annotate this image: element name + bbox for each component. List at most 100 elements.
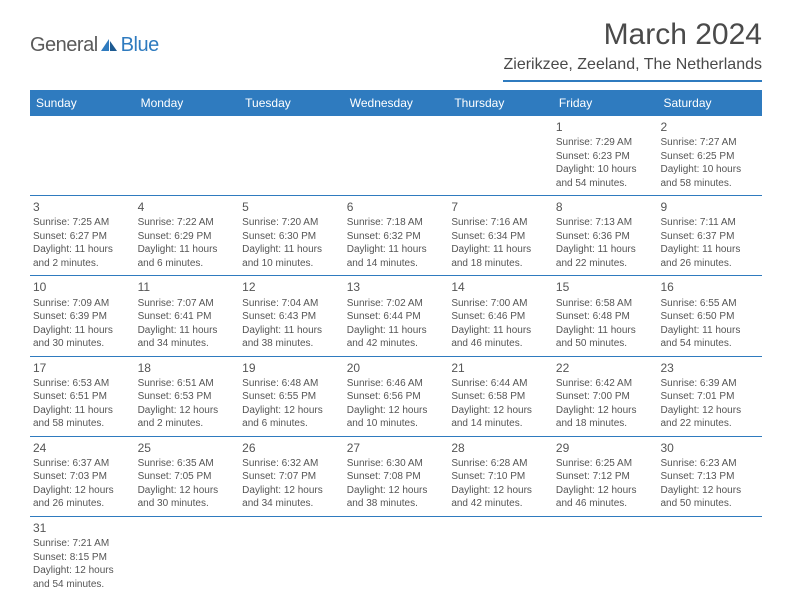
day-number: 29	[556, 440, 655, 456]
empty-cell	[30, 116, 135, 195]
day-detail: and 54 minutes.	[33, 578, 132, 592]
day-detail: Sunrise: 6:53 AM	[33, 377, 132, 391]
day-detail: and 50 minutes.	[660, 497, 759, 511]
day-detail: Sunrise: 6:30 AM	[347, 457, 446, 471]
day-detail: Daylight: 11 hours	[347, 243, 446, 257]
day-cell: 11Sunrise: 7:07 AMSunset: 6:41 PMDayligh…	[135, 276, 240, 355]
empty-cell	[448, 116, 553, 195]
day-detail: Daylight: 11 hours	[451, 324, 550, 338]
day-cell: 31Sunrise: 7:21 AMSunset: 8:15 PMDayligh…	[30, 517, 135, 596]
day-detail: and 46 minutes.	[556, 497, 655, 511]
day-detail: Sunrise: 7:09 AM	[33, 297, 132, 311]
day-number: 20	[347, 360, 446, 376]
day-cell: 27Sunrise: 6:30 AMSunset: 7:08 PMDayligh…	[344, 437, 449, 516]
day-detail: Daylight: 12 hours	[242, 484, 341, 498]
empty-cell	[135, 116, 240, 195]
day-detail: Daylight: 11 hours	[138, 243, 237, 257]
day-detail: Sunset: 6:29 PM	[138, 230, 237, 244]
day-number: 4	[138, 199, 237, 215]
day-detail: Sunset: 6:27 PM	[33, 230, 132, 244]
day-number: 9	[660, 199, 759, 215]
day-detail: Sunset: 6:51 PM	[33, 390, 132, 404]
day-detail: Sunrise: 6:39 AM	[660, 377, 759, 391]
calendar: SundayMondayTuesdayWednesdayThursdayFrid…	[30, 90, 762, 596]
day-number: 13	[347, 279, 446, 295]
day-cell: 22Sunrise: 6:42 AMSunset: 7:00 PMDayligh…	[553, 357, 658, 436]
day-cell: 19Sunrise: 6:48 AMSunset: 6:55 PMDayligh…	[239, 357, 344, 436]
day-detail: Sunset: 6:41 PM	[138, 310, 237, 324]
day-detail: and 54 minutes.	[556, 177, 655, 191]
day-cell: 18Sunrise: 6:51 AMSunset: 6:53 PMDayligh…	[135, 357, 240, 436]
day-cell: 29Sunrise: 6:25 AMSunset: 7:12 PMDayligh…	[553, 437, 658, 516]
day-detail: Daylight: 11 hours	[451, 243, 550, 257]
empty-cell	[553, 517, 658, 596]
logo-text-general: General	[30, 34, 98, 57]
day-detail: Sunset: 7:07 PM	[242, 470, 341, 484]
day-detail: Sunset: 7:03 PM	[33, 470, 132, 484]
day-detail: Daylight: 12 hours	[347, 484, 446, 498]
empty-cell	[344, 517, 449, 596]
day-detail: Sunset: 6:36 PM	[556, 230, 655, 244]
day-cell: 26Sunrise: 6:32 AMSunset: 7:07 PMDayligh…	[239, 437, 344, 516]
calendar-body: 1Sunrise: 7:29 AMSunset: 6:23 PMDaylight…	[30, 116, 762, 596]
day-detail: Sunset: 7:01 PM	[660, 390, 759, 404]
day-header: Sunday	[30, 90, 135, 116]
day-detail: and 26 minutes.	[660, 257, 759, 271]
day-detail: Sunrise: 6:48 AM	[242, 377, 341, 391]
day-detail: Sunset: 6:23 PM	[556, 150, 655, 164]
day-detail: and 46 minutes.	[451, 337, 550, 351]
month-title: March 2024	[503, 18, 762, 52]
day-number: 24	[33, 440, 132, 456]
day-cell: 21Sunrise: 6:44 AMSunset: 6:58 PMDayligh…	[448, 357, 553, 436]
day-detail: Sunrise: 7:00 AM	[451, 297, 550, 311]
day-detail: Daylight: 11 hours	[138, 324, 237, 338]
day-detail: Sunrise: 7:04 AM	[242, 297, 341, 311]
day-detail: and 34 minutes.	[138, 337, 237, 351]
logo: General Blue	[30, 18, 159, 57]
day-detail: Daylight: 12 hours	[556, 404, 655, 418]
empty-cell	[135, 517, 240, 596]
day-detail: Daylight: 11 hours	[242, 324, 341, 338]
empty-cell	[239, 116, 344, 195]
day-cell: 25Sunrise: 6:35 AMSunset: 7:05 PMDayligh…	[135, 437, 240, 516]
day-detail: Sunrise: 7:22 AM	[138, 216, 237, 230]
day-detail: Sunrise: 7:29 AM	[556, 136, 655, 150]
day-number: 12	[242, 279, 341, 295]
day-detail: Sunset: 6:25 PM	[660, 150, 759, 164]
day-number: 11	[138, 279, 237, 295]
day-cell: 17Sunrise: 6:53 AMSunset: 6:51 PMDayligh…	[30, 357, 135, 436]
day-detail: Sunset: 6:39 PM	[33, 310, 132, 324]
day-detail: Daylight: 12 hours	[138, 484, 237, 498]
day-detail: and 26 minutes.	[33, 497, 132, 511]
day-detail: and 22 minutes.	[556, 257, 655, 271]
day-number: 2	[660, 119, 759, 135]
day-cell: 10Sunrise: 7:09 AMSunset: 6:39 PMDayligh…	[30, 276, 135, 355]
day-detail: Sunset: 6:56 PM	[347, 390, 446, 404]
day-detail: Sunrise: 6:44 AM	[451, 377, 550, 391]
day-detail: Sunrise: 7:13 AM	[556, 216, 655, 230]
empty-cell	[448, 517, 553, 596]
day-detail: Sunrise: 7:16 AM	[451, 216, 550, 230]
day-number: 31	[33, 520, 132, 536]
day-number: 16	[660, 279, 759, 295]
day-detail: Sunrise: 6:37 AM	[33, 457, 132, 471]
day-detail: Sunset: 6:55 PM	[242, 390, 341, 404]
day-number: 6	[347, 199, 446, 215]
day-detail: Sunset: 6:34 PM	[451, 230, 550, 244]
empty-cell	[344, 116, 449, 195]
day-detail: Sunset: 6:32 PM	[347, 230, 446, 244]
day-detail: Sunset: 7:05 PM	[138, 470, 237, 484]
day-number: 14	[451, 279, 550, 295]
day-number: 21	[451, 360, 550, 376]
day-detail: Daylight: 12 hours	[33, 484, 132, 498]
day-cell: 5Sunrise: 7:20 AMSunset: 6:30 PMDaylight…	[239, 196, 344, 275]
empty-cell	[657, 517, 762, 596]
day-detail: Sunset: 6:30 PM	[242, 230, 341, 244]
day-detail: Sunset: 7:12 PM	[556, 470, 655, 484]
day-detail: Daylight: 12 hours	[347, 404, 446, 418]
day-detail: and 14 minutes.	[451, 417, 550, 431]
day-detail: Sunset: 7:10 PM	[451, 470, 550, 484]
sail-icon	[99, 37, 119, 53]
day-number: 15	[556, 279, 655, 295]
day-detail: Sunset: 6:53 PM	[138, 390, 237, 404]
